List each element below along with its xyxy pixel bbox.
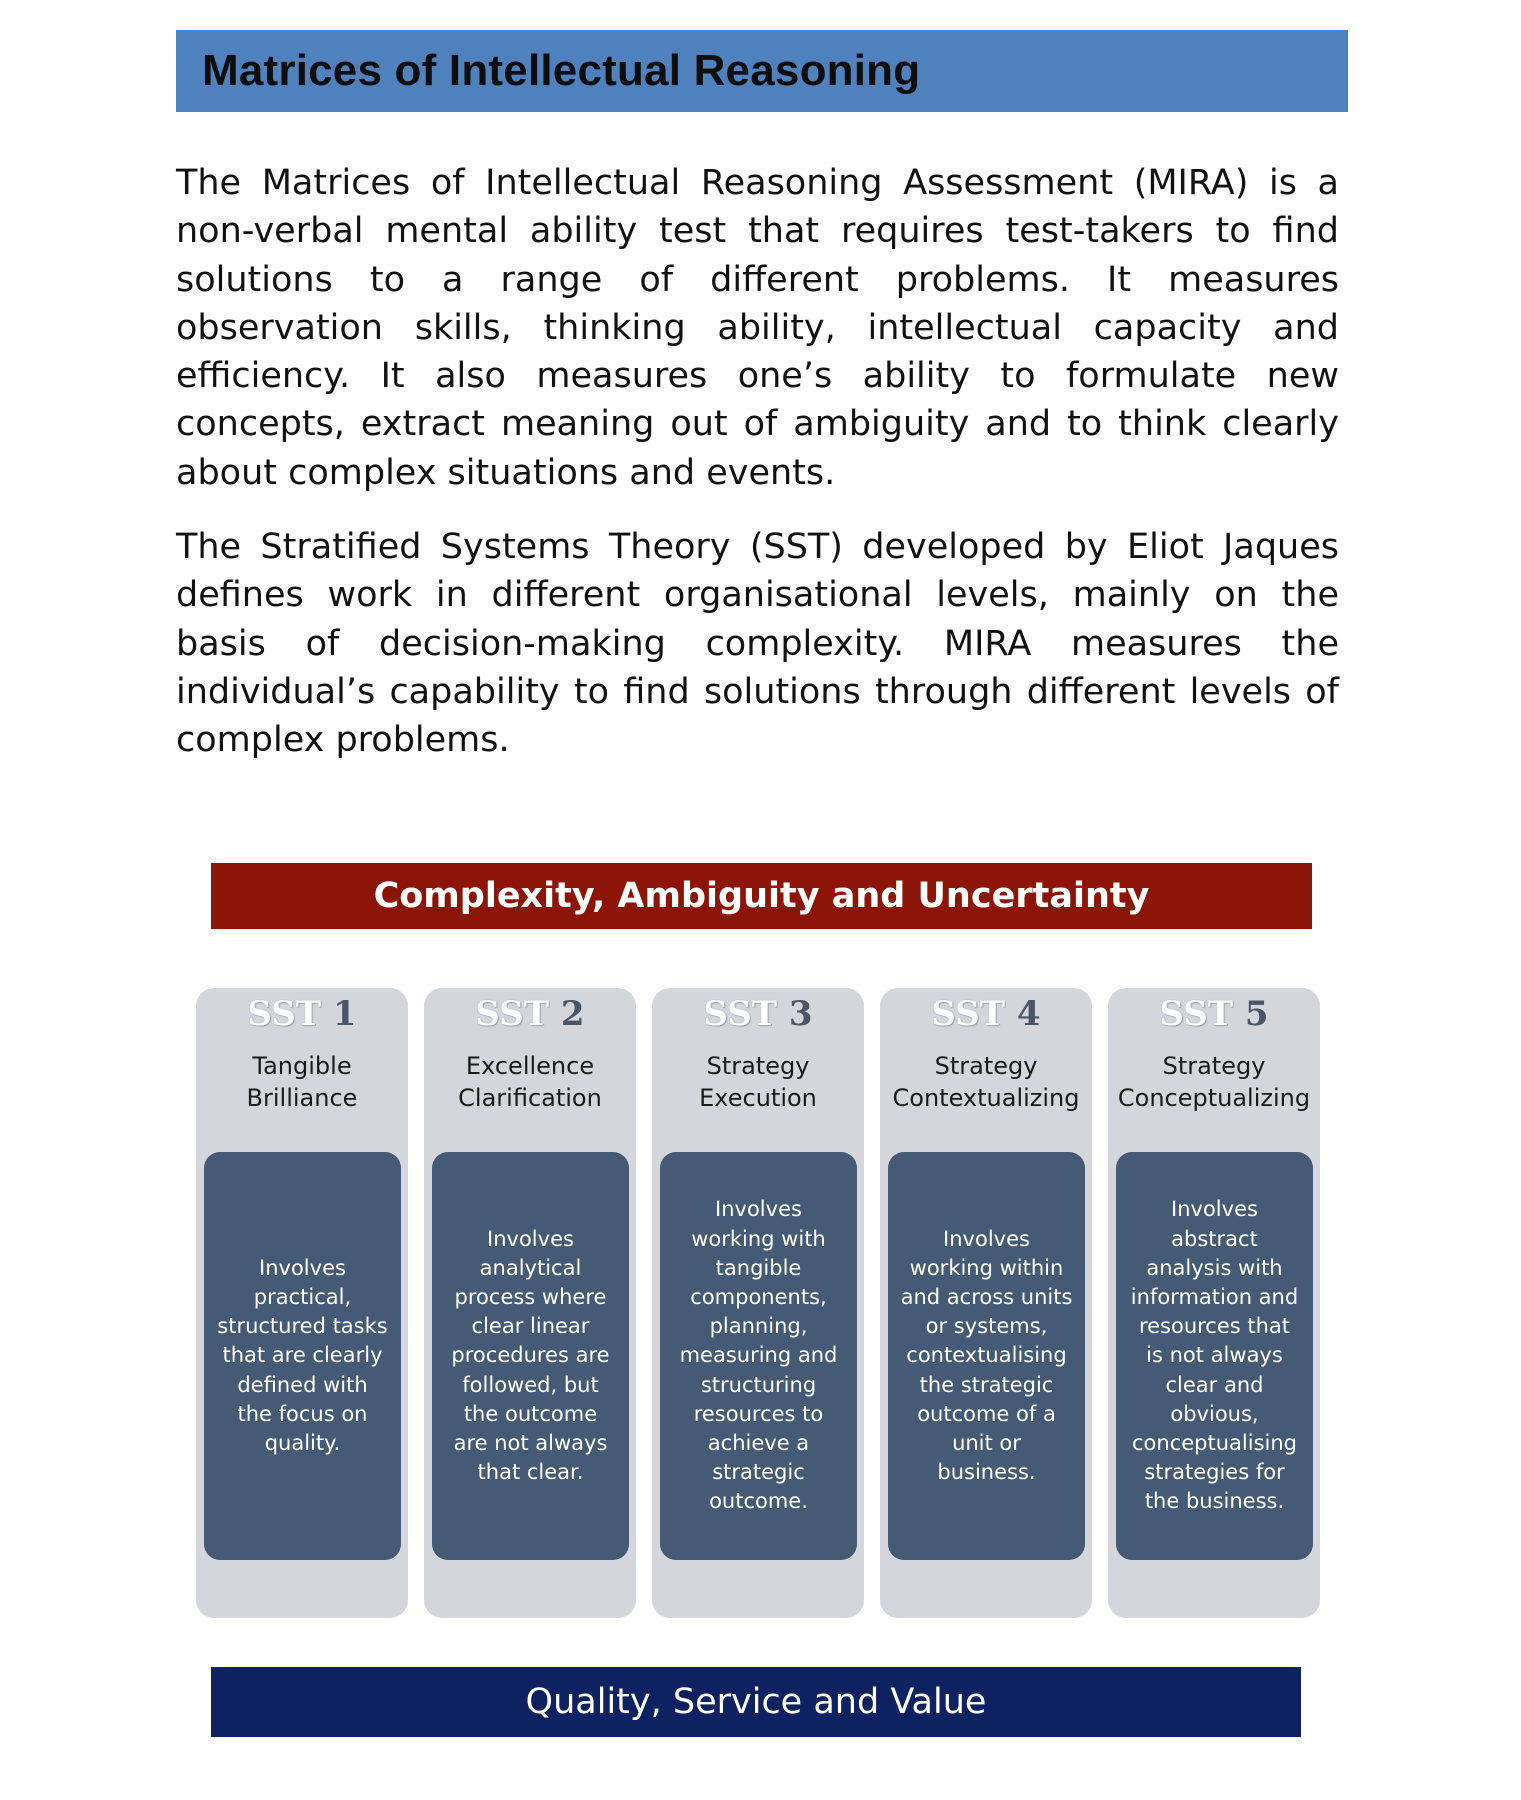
sst-prefix: SST [247,994,322,1034]
sst-number: 1 [332,994,357,1034]
sst-prefix: SST [1159,994,1234,1034]
sst-level-heading: SST 1 [196,994,408,1034]
sst-level-description: Involves working within and across units… [900,1226,1073,1485]
sst-level-card-1: SST 1 Tangible Brilliance Involves pract… [196,988,408,1618]
sst-number: 5 [1244,994,1269,1034]
sst-level-description-box: Involves practical, structured tasks tha… [204,1152,401,1560]
sst-level-heading: SST 2 [424,994,636,1034]
sst-level-title: Strategy Contextualizing [892,1052,1080,1112]
intro-paragraph-mira: The Matrices of Intellectual Reasoning A… [176,163,1339,493]
sst-prefix: SST [703,994,778,1034]
sst-level-description-box: Involves working with tangible component… [660,1152,857,1560]
sst-level-card-4: SST 4 Strategy Contextualizing Involves … [880,988,1092,1618]
sst-levels-diagram: SST 1 Tangible Brilliance Involves pract… [196,988,1320,1618]
quality-banner-label: Quality, Service and Value [525,1682,987,1722]
sst-level-card-2: SST 2 Excellence Clarification Involves … [424,988,636,1618]
sst-level-title: Tangible Brilliance [246,1052,358,1112]
quality-banner: Quality, Service and Value [211,1667,1301,1737]
sst-level-description-box: Involves analytical process where clear … [432,1152,629,1560]
complexity-banner-label: Complexity, Ambiguity and Uncertainty [373,876,1150,916]
sst-level-description-box: Involves working within and across units… [888,1152,1085,1560]
sst-number: 2 [560,994,585,1034]
sst-level-title: Excellence Clarification [458,1052,602,1112]
page-title-bar: Matrices of Intellectual Reasoning [176,30,1348,112]
sst-level-heading: SST 5 [1108,994,1320,1034]
sst-number: 3 [788,994,813,1034]
sst-level-description: Involves analytical process where clear … [451,1226,610,1485]
sst-level-description: Involves working with tangible component… [679,1197,838,1514]
page-title: Matrices of Intellectual Reasoning [202,46,921,95]
sst-level-description: Involves practical, structured tasks tha… [217,1255,388,1455]
sst-level-title: Strategy Execution [699,1052,817,1112]
sst-prefix: SST [931,994,1006,1034]
sst-level-title: Strategy Conceptualizing [1117,1052,1311,1112]
intro-paragraph-sst: The Stratified Systems Theory (SST) deve… [176,527,1339,761]
sst-level-description-box: Involves abstract analysis with informat… [1116,1152,1313,1560]
sst-level-card-5: SST 5 Strategy Conceptualizing Involves … [1108,988,1320,1618]
sst-number: 4 [1016,994,1041,1034]
sst-level-heading: SST 3 [652,994,864,1034]
sst-level-heading: SST 4 [880,994,1092,1034]
sst-prefix: SST [475,994,550,1034]
sst-level-card-3: SST 3 Strategy Execution Involves workin… [652,988,864,1618]
sst-level-description: Involves abstract analysis with informat… [1130,1197,1299,1514]
intro-section: The Matrices of Intellectual Reasoning A… [176,159,1339,791]
complexity-banner: Complexity, Ambiguity and Uncertainty [211,863,1312,929]
